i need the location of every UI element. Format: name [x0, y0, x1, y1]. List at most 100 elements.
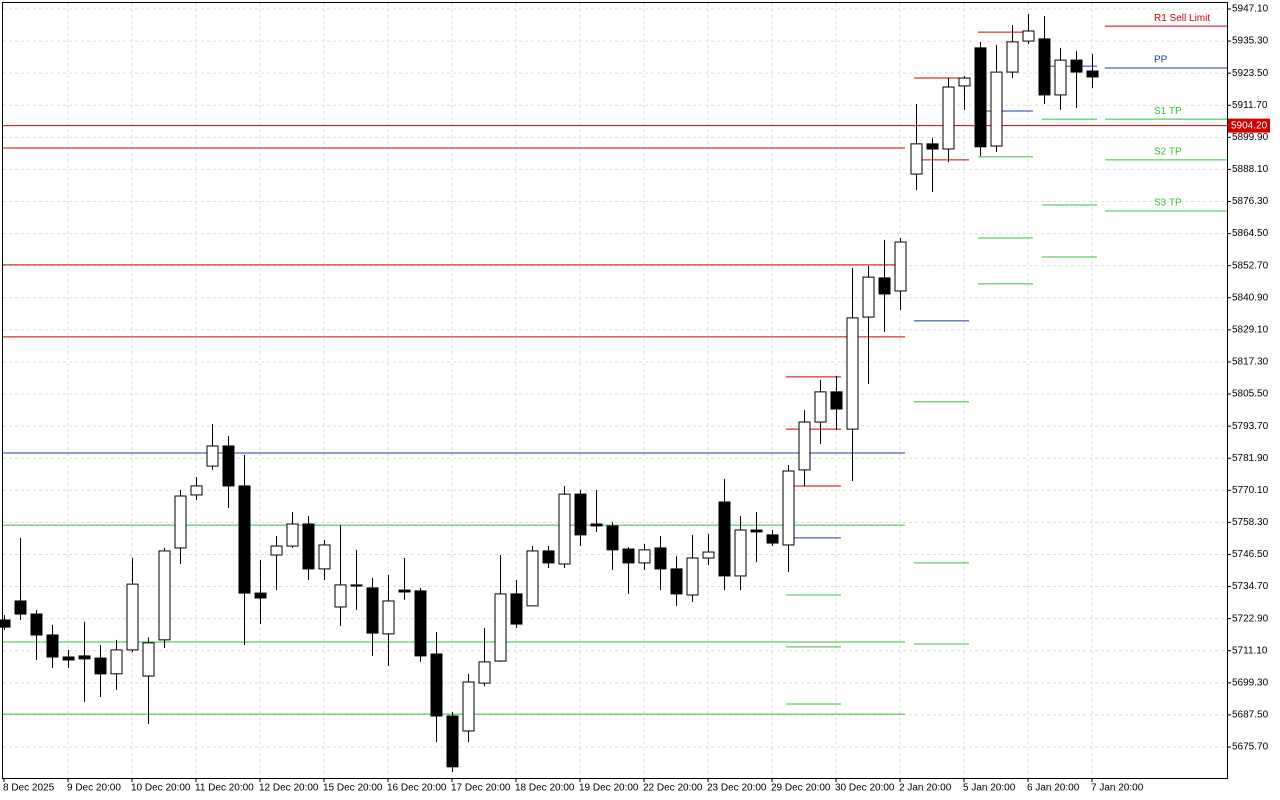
- candle-body-up: [702, 551, 715, 559]
- candle-body-up: [142, 642, 155, 677]
- candle-body-down: [302, 523, 315, 570]
- candle-body-down: [718, 501, 731, 577]
- x-tick-label: 23 Dec 20:00: [707, 783, 767, 794]
- candle-body-down: [766, 534, 779, 544]
- candle-body-up: [110, 649, 123, 675]
- x-tick-label: 17 Dec 20:00: [451, 783, 511, 794]
- candle-body-up: [846, 317, 859, 430]
- current-price-label: 5904.20: [1231, 120, 1268, 131]
- candle-body-down: [414, 590, 427, 657]
- x-tick-label: 30 Dec 20:00: [835, 783, 895, 794]
- candle-body-down: [574, 493, 587, 536]
- candle-body-down: [1038, 38, 1051, 96]
- x-tick-label: 29 Dec 20:00: [771, 783, 831, 794]
- candle-body-down: [222, 445, 235, 487]
- y-tick-label: 5699.30: [1232, 677, 1269, 688]
- candle-body-up: [734, 529, 747, 577]
- candle-body-down: [622, 548, 635, 564]
- candle-body-down: [14, 600, 27, 615]
- candle-body-down: [30, 613, 43, 636]
- candle-body-up: [798, 421, 811, 471]
- x-tick-label: 12 Dec 20:00: [259, 783, 319, 794]
- candle-body-down: [654, 547, 667, 570]
- y-tick-label: 5805.50: [1232, 389, 1269, 400]
- x-tick-label: 18 Dec 20:00: [515, 783, 575, 794]
- candle-body-up: [990, 71, 1003, 147]
- y-tick-label: 5888.10: [1232, 164, 1269, 175]
- candle-body-up: [526, 550, 539, 607]
- y-tick-label: 5758.30: [1232, 517, 1269, 528]
- y-tick-label: 5852.70: [1232, 260, 1269, 271]
- target-label: PP: [1154, 55, 1168, 66]
- x-tick-label: 22 Dec 20:00: [643, 783, 703, 794]
- candle-body-up: [862, 276, 875, 318]
- x-tick-label: 7 Jan 20:00: [1091, 783, 1144, 794]
- y-tick-label: 5947.10: [1232, 4, 1269, 15]
- y-tick-label: 5840.90: [1232, 292, 1269, 303]
- candle-body-up: [558, 493, 571, 565]
- y-tick-label: 5711.10: [1232, 645, 1268, 656]
- candle-body-down: [670, 568, 683, 595]
- candle-body-up: [478, 661, 491, 684]
- candle-body-up: [1006, 41, 1019, 73]
- candle-body-down: [238, 485, 251, 594]
- y-tick-label: 5722.90: [1232, 613, 1269, 624]
- candle-body-down: [94, 657, 107, 675]
- x-tick-label: 6 Jan 20:00: [1027, 783, 1080, 794]
- candle-body-up: [382, 600, 395, 635]
- candle-body-down: [366, 587, 379, 634]
- candle-body-down: [62, 656, 75, 661]
- y-tick-label: 5899.90: [1232, 132, 1269, 143]
- x-tick-label: 5 Jan 20:00: [963, 783, 1016, 794]
- x-tick-label: 15 Dec 20:00: [323, 783, 383, 794]
- target-label: S1 TP: [1154, 106, 1182, 117]
- current-price-tag: [1228, 118, 1270, 133]
- y-tick-label: 5829.10: [1232, 325, 1269, 336]
- candle-body-down: [350, 584, 363, 587]
- y-tick-label: 5935.30: [1232, 36, 1269, 47]
- candle-body-up: [958, 77, 971, 87]
- candle-body-up: [686, 557, 699, 596]
- candle-body-up: [270, 545, 283, 556]
- candle-body-down: [542, 550, 555, 564]
- candle-body-down: [590, 523, 603, 527]
- candle-body-up: [1054, 59, 1067, 96]
- y-tick-label: 5770.10: [1232, 485, 1269, 496]
- candle-body-down: [398, 589, 411, 593]
- candle-body-down: [974, 47, 987, 148]
- candle-body-down: [1086, 70, 1099, 78]
- y-tick-label: 5911.70: [1232, 100, 1268, 111]
- y-tick-label: 5864.50: [1232, 228, 1269, 239]
- y-tick-label: 5734.70: [1232, 581, 1269, 592]
- candle-body-up: [462, 681, 475, 732]
- y-tick-label: 5675.70: [1232, 742, 1269, 753]
- y-tick-label: 5817.30: [1232, 357, 1269, 368]
- target-label: S2 TP: [1154, 147, 1182, 158]
- candle-body-up: [190, 485, 203, 496]
- plot-frame: [2, 2, 1228, 779]
- y-tick-label: 5876.30: [1232, 196, 1269, 207]
- candle-body-up: [158, 550, 171, 641]
- candle-body-up: [494, 593, 507, 662]
- x-tick-label: 8 Dec 2025: [3, 783, 55, 794]
- candle-body-down: [510, 593, 523, 625]
- candle-body-up: [814, 391, 827, 423]
- x-tick-label: 2 Jan 20:00: [899, 783, 952, 794]
- candle-body-up: [318, 544, 331, 570]
- candle-body-down: [926, 143, 939, 150]
- x-tick-label: 19 Dec 20:00: [579, 783, 639, 794]
- candle-body-down: [1070, 59, 1083, 73]
- candle-body-down: [0, 619, 11, 628]
- candle-body-up: [638, 549, 651, 564]
- x-tick-label: 10 Dec 20:00: [131, 783, 191, 794]
- candle-body-down: [830, 391, 843, 410]
- candle-body-down: [446, 715, 459, 768]
- target-label: S3 TP: [1154, 198, 1182, 209]
- y-tick-label: 5781.90: [1232, 453, 1269, 464]
- candle-body-up: [334, 584, 347, 608]
- y-tick-label: 5923.50: [1232, 68, 1269, 79]
- x-tick-label: 9 Dec 20:00: [67, 783, 121, 794]
- x-tick-label: 11 Dec 20:00: [195, 783, 254, 794]
- candle-body-up: [126, 583, 139, 651]
